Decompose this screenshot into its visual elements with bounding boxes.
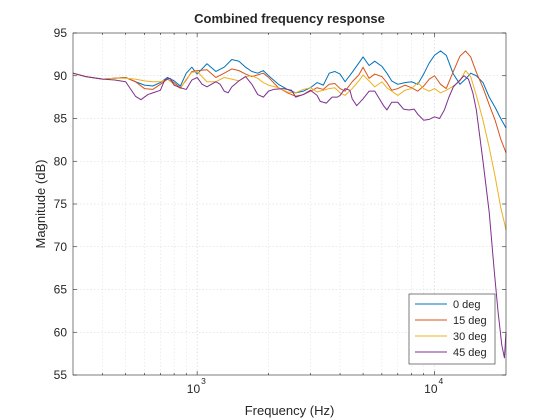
legend-label: 45 deg bbox=[453, 347, 487, 359]
x-tick-label: 104 bbox=[424, 376, 443, 396]
y-tick-label: 75 bbox=[54, 197, 68, 211]
legend-entry: 30 deg bbox=[415, 331, 487, 343]
y-tick-label: 90 bbox=[54, 69, 68, 83]
y-tick-labels: 55 60 65 70 75 80 85 90 95 bbox=[54, 26, 68, 382]
y-tick-label: 70 bbox=[54, 240, 68, 254]
legend-entry: 0 deg bbox=[415, 299, 481, 311]
legend-label: 0 deg bbox=[453, 299, 481, 311]
chart-title: Combined frequency response bbox=[194, 11, 385, 26]
legend-label: 30 deg bbox=[453, 331, 487, 343]
x-axis-label: Frequency (Hz) bbox=[245, 403, 335, 418]
series-line bbox=[72, 50, 507, 153]
x-tick-label-exponent: 4 bbox=[439, 376, 444, 386]
axis-ticks bbox=[73, 32, 506, 376]
legend-entry: 45 deg bbox=[415, 347, 487, 359]
x-tick-label-exponent: 3 bbox=[201, 376, 206, 386]
y-tick-label: 80 bbox=[54, 154, 68, 168]
y-tick-label: 95 bbox=[54, 26, 68, 40]
x-tick-label-base: 10 bbox=[187, 382, 201, 396]
legend: 0 deg 15 deg 30 deg 45 deg bbox=[408, 293, 496, 365]
y-tick-label: 55 bbox=[54, 368, 68, 382]
y-tick-label: 85 bbox=[54, 112, 68, 126]
series-line bbox=[72, 72, 507, 359]
series-line bbox=[72, 50, 507, 129]
legend-entry: 15 deg bbox=[415, 315, 487, 327]
x-tick-label: 103 bbox=[187, 376, 206, 396]
y-tick-label: 60 bbox=[54, 325, 68, 339]
y-axis-label: Magnitude (dB) bbox=[33, 160, 48, 249]
legend-label: 15 deg bbox=[453, 315, 487, 327]
y-tick-label: 65 bbox=[54, 283, 68, 297]
series-lines bbox=[72, 50, 507, 359]
x-tick-label-base: 10 bbox=[424, 382, 438, 396]
